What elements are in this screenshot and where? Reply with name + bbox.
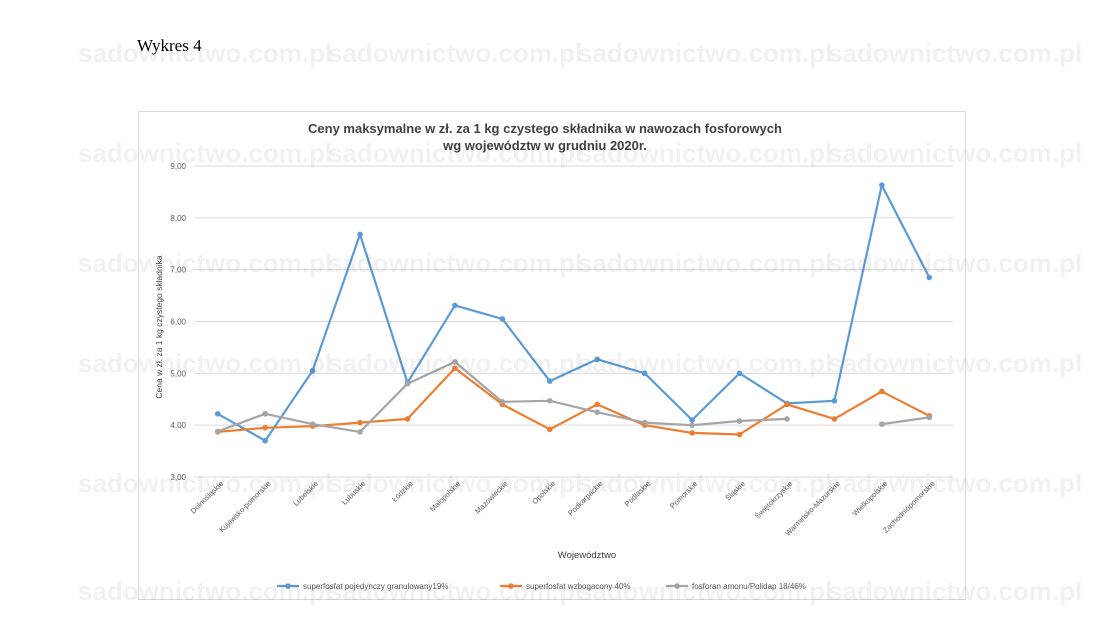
y-tick-label: 4,00 xyxy=(170,421,186,430)
watermark-text: sadownictwo.com.pl xyxy=(78,468,332,498)
data-point-series-3 xyxy=(879,421,885,427)
page-heading: Wykres 4 xyxy=(137,36,202,55)
series-line-2 xyxy=(217,367,930,436)
x-axis-label: Województwo xyxy=(558,550,616,561)
data-point-series-2 xyxy=(546,426,553,433)
data-point-series-1 xyxy=(214,410,221,417)
data-point-series-1 xyxy=(452,302,458,309)
watermarks: sadownictwo.com.plsadownictwo.com.plsado… xyxy=(78,38,1082,606)
data-point-series-1 xyxy=(689,417,695,423)
y-axis-label: Cena w zł. za 1 kg czystego składnika xyxy=(154,255,164,398)
data-point-series-2 xyxy=(879,388,885,395)
watermark-text: sadownictwo.com.pl xyxy=(578,138,832,168)
data-point-series-1 xyxy=(499,316,506,322)
legend-marker xyxy=(674,583,680,589)
data-point-series-3 xyxy=(214,428,221,435)
watermark-text: sadownictwo.com.pl xyxy=(78,138,332,168)
watermark-text: sadownictwo.com.pl xyxy=(328,138,582,168)
data-point-series-1 xyxy=(546,378,553,384)
watermark-text: sadownictwo.com.pl xyxy=(578,576,832,606)
legend: superfosfat pojedynczy granulowany19% sup… xyxy=(277,582,806,591)
data-point-series-3 xyxy=(926,414,933,421)
data-point-series-2 xyxy=(452,365,458,371)
watermark-text: sadownictwo.com.pl xyxy=(828,138,1082,168)
data-point-series-1 xyxy=(309,367,316,374)
watermark-text: sadownictwo.com.pl xyxy=(578,248,832,278)
watermark-text: sadownictwo.com.pl xyxy=(828,348,1082,378)
data-point-series-1 xyxy=(926,274,933,281)
data-point-series-2 xyxy=(784,401,790,408)
watermark-text: sadownictwo.com.pl xyxy=(828,38,1082,68)
watermark-text: sadownictwo.com.pl xyxy=(328,576,582,606)
watermark-text: sadownictwo.com.pl xyxy=(578,468,832,498)
watermark-text: sadownictwo.com.pl xyxy=(328,248,582,278)
watermark-text: sadownictwo.com.pl xyxy=(78,576,332,606)
chart-title-line-1: Ceny maksymalne w zł. za 1 kg czystego s… xyxy=(308,121,782,136)
legend-entry: superfosfat wzbogacony 40% xyxy=(526,582,631,591)
watermark-text: sadownictwo.com.pl xyxy=(78,248,332,278)
legend-marker xyxy=(285,583,291,589)
series-lines xyxy=(217,184,931,442)
data-point-series-3 xyxy=(594,409,601,416)
data-point-series-3 xyxy=(309,421,316,427)
y-tick-label: 8,00 xyxy=(170,214,186,223)
data-point-series-2 xyxy=(594,401,601,408)
data-point-series-2 xyxy=(831,416,838,422)
data-point-series-3 xyxy=(784,416,790,422)
data-point-series-1 xyxy=(831,398,838,404)
watermark-text: sadownictwo.com.pl xyxy=(78,38,332,68)
data-point-series-1 xyxy=(641,370,648,377)
gridlines xyxy=(194,165,953,478)
data-point-series-3 xyxy=(689,422,695,428)
data-point-series-3 xyxy=(736,418,743,424)
data-point-series-3 xyxy=(499,399,506,405)
watermark-text: sadownictwo.com.pl xyxy=(328,348,582,378)
y-tick-label: 5,00 xyxy=(170,369,186,378)
legend-entry: fosforan amonu/Polidap 18/46% xyxy=(692,582,806,591)
legend-entry: superfosfat pojedynczy granulowany19% xyxy=(303,582,448,591)
legend-marker xyxy=(508,583,514,589)
data-point-series-2 xyxy=(689,430,695,436)
data-point-series-1 xyxy=(262,437,268,444)
y-tick-label: 3,00 xyxy=(170,473,186,482)
data-point-series-3 xyxy=(546,398,553,404)
y-tick-labels: 3,00 4,00 5,00 6,00 7,00 8,00 9,00 xyxy=(170,162,186,482)
data-point-series-1 xyxy=(736,370,743,377)
data-point-series-2 xyxy=(404,416,411,422)
watermark-text: sadownictwo.com.pl xyxy=(78,348,332,378)
watermark-text: sadownictwo.com.pl xyxy=(578,348,832,378)
data-point-series-2 xyxy=(262,424,268,431)
data-point-series-3 xyxy=(262,410,268,417)
data-point-series-2 xyxy=(736,431,743,438)
data-point-series-1 xyxy=(879,182,885,188)
watermark-text: sadownictwo.com.pl xyxy=(328,38,582,68)
watermark-text: sadownictwo.com.pl xyxy=(328,468,582,498)
data-point-series-1 xyxy=(357,231,363,238)
y-tick-label: 9,00 xyxy=(170,162,186,171)
series-points xyxy=(214,182,933,444)
watermark-text: sadownictwo.com.pl xyxy=(828,576,1082,606)
series-line-1 xyxy=(217,184,931,442)
data-point-series-3 xyxy=(404,380,411,387)
y-tick-label: 7,00 xyxy=(170,266,186,275)
watermark-text: sadownictwo.com.pl xyxy=(828,248,1082,278)
y-tick-label: 6,00 xyxy=(170,318,186,327)
data-point-series-3 xyxy=(357,429,363,435)
data-point-series-3 xyxy=(641,419,648,426)
data-point-series-1 xyxy=(594,356,601,363)
chart-frame xyxy=(138,111,966,600)
watermark-text: sadownictwo.com.pl xyxy=(578,38,832,68)
data-point-series-3 xyxy=(452,359,458,365)
chart-title-line-2: wg województw w grudniu 2020r. xyxy=(442,138,647,153)
watermark-text: sadownictwo.com.pl xyxy=(828,468,1082,498)
data-point-series-2 xyxy=(357,419,363,426)
